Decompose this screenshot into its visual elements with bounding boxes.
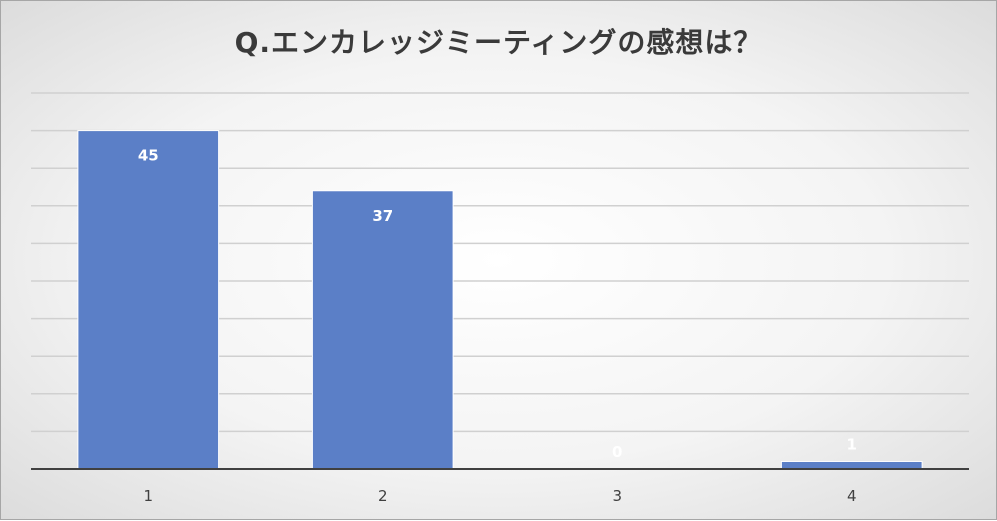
bar-2 — [311, 190, 454, 470]
bar-4 — [780, 460, 923, 470]
bar-1 — [77, 130, 220, 470]
data-label-4: 1 — [847, 435, 857, 453]
x-tick-label-1: 1 — [143, 487, 153, 505]
data-label-1: 45 — [138, 147, 159, 165]
x-tick-label-3: 3 — [612, 487, 622, 505]
data-labels: 45 37 0 1 — [138, 147, 857, 461]
x-tick-label-4: 4 — [847, 487, 857, 505]
x-tick-labels: 1 2 3 4 — [143, 487, 856, 505]
x-tick-label-2: 2 — [378, 487, 388, 505]
bars — [77, 130, 923, 470]
data-label-2: 37 — [372, 207, 393, 225]
data-label-3: 0 — [612, 443, 622, 461]
chart-title: Q.エンカレッジミーティングの感想は？ — [234, 26, 763, 59]
